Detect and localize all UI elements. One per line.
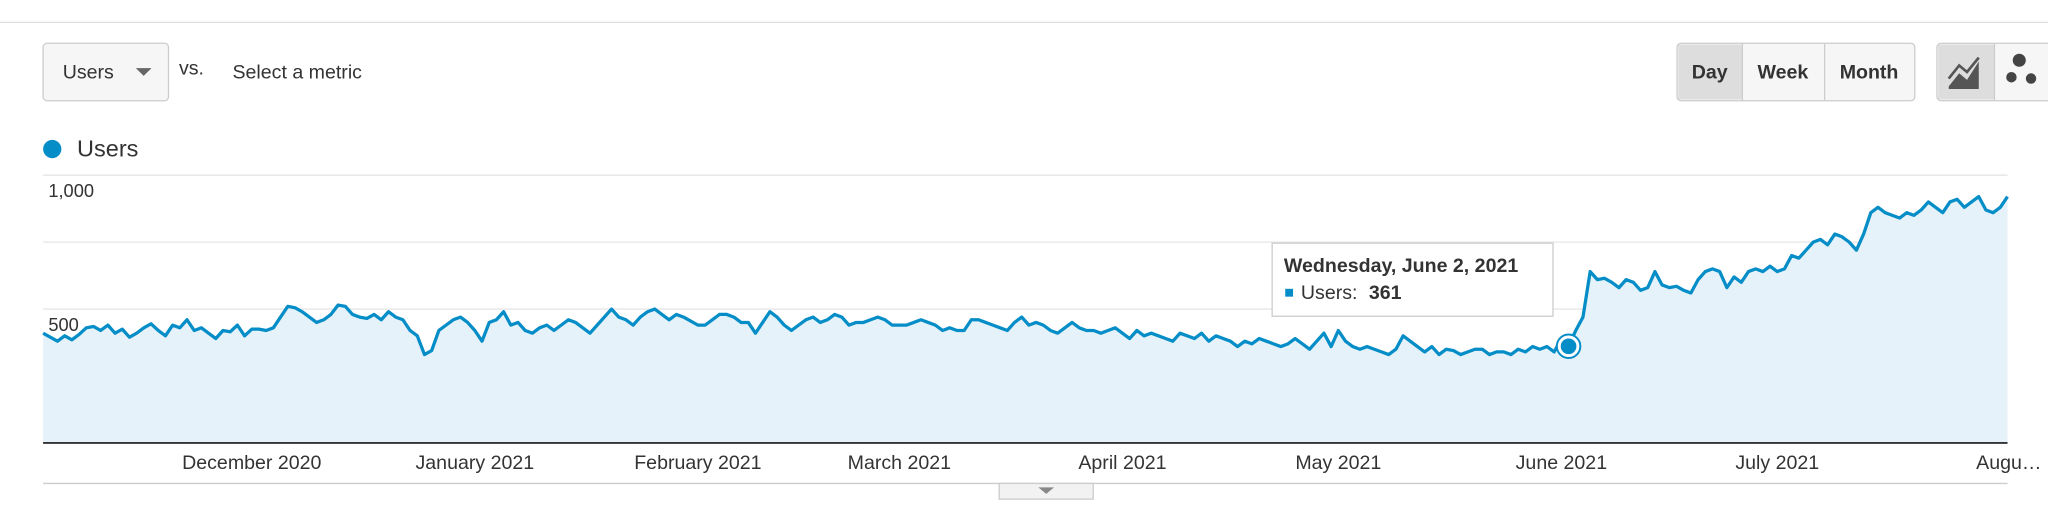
legend-label: Users	[77, 136, 138, 162]
plot: 500 1,000 December 2020 January 2021 Februar…	[42, 174, 2041, 474]
x-tick-label: January 2021	[416, 452, 535, 474]
x-tick-label: February 2021	[634, 452, 761, 474]
tooltip-box	[1271, 242, 1554, 317]
chart-type-buttons	[1936, 42, 2048, 102]
legend-swatch	[43, 139, 62, 159]
expand-arrow	[1038, 487, 1055, 494]
line-chart-icon	[1948, 61, 1979, 89]
month-button[interactable]: Month	[1840, 61, 1899, 83]
period-buttons: Day Week Month	[1676, 42, 1916, 102]
week-button[interactable]: Week	[1757, 61, 1808, 83]
x-tick-label: May 2021	[1295, 452, 1381, 474]
motion-chart-icon[interactable]	[2006, 72, 2017, 83]
x-tick-label: June 2021	[1516, 452, 1607, 474]
vs-label: vs.	[179, 58, 204, 80]
metric-dropdown[interactable]: Users	[42, 42, 170, 102]
motion-chart-icon[interactable]	[2025, 73, 2037, 84]
tooltip-value: 361	[1369, 282, 1402, 304]
x-tick-label: March 2021	[848, 452, 951, 474]
x-tick-label: July 2021	[1735, 452, 1819, 474]
line	[42, 194, 2009, 357]
motion-chart-icon[interactable]	[2012, 53, 2026, 67]
selected-button-bg	[1678, 44, 1743, 100]
select-metric-link[interactable]: Select a metric	[232, 61, 362, 83]
y-tick-label: 1,000	[48, 180, 94, 201]
x-tick-label: December 2020	[182, 452, 321, 474]
x-tick-label: Augu…	[1976, 452, 2041, 474]
day-button[interactable]: Day	[1692, 61, 1728, 83]
area	[43, 196, 2008, 443]
hover-point	[1560, 338, 1577, 355]
tooltip-swatch	[1285, 288, 1294, 297]
dropdown-label[interactable]: Users	[63, 61, 114, 83]
tooltip-label: Users:	[1301, 282, 1358, 304]
line-chart-icon	[1947, 56, 1980, 80]
dropdown-arrow	[135, 68, 152, 76]
y-tick-label: 500	[48, 314, 78, 335]
dropdown-box[interactable]	[42, 42, 170, 102]
tooltip-title: Wednesday, June 2, 2021	[1284, 255, 1518, 277]
x-tick-label: April 2021	[1078, 452, 1166, 474]
